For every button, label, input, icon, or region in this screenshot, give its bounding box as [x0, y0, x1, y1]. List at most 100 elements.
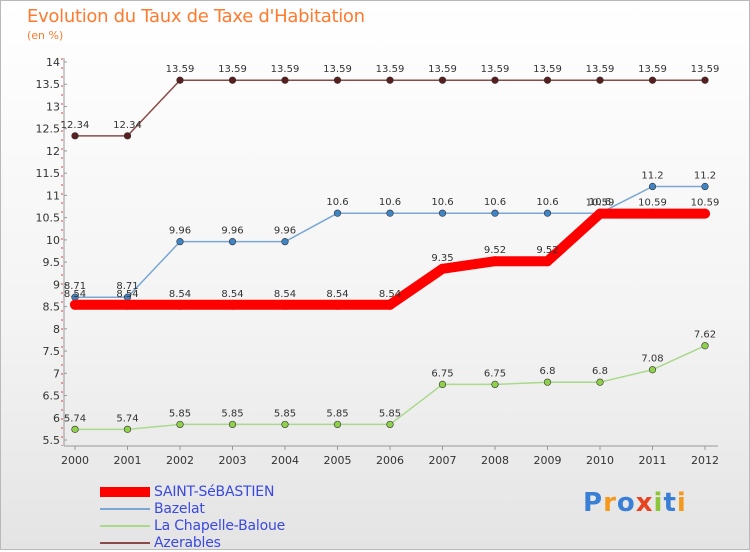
- data-point: [228, 420, 237, 429]
- data-point: [333, 209, 342, 217]
- data-label: 6.75: [484, 368, 506, 379]
- data-label: 9.96: [169, 226, 191, 237]
- data-point: [543, 378, 552, 386]
- data-point: [123, 425, 132, 433]
- y-tick-label: 12.5: [36, 123, 61, 136]
- data-label: 13.59: [638, 64, 667, 75]
- data-point: [491, 76, 499, 84]
- x-tick-label: 2011: [639, 454, 667, 467]
- data-label: 5.85: [169, 408, 191, 419]
- data-label: 8.54: [326, 289, 348, 300]
- data-point: [490, 256, 500, 267]
- data-label: 13.59: [271, 64, 300, 75]
- data-label: 8.71: [116, 281, 138, 292]
- legend-label: Azerables: [154, 535, 221, 551]
- data-point: [333, 76, 342, 84]
- chart-title: Evolution du Taux de Taxe d'Habitation: [27, 6, 365, 27]
- data-label: 8.71: [64, 281, 86, 292]
- data-point: [491, 380, 499, 389]
- data-point: [71, 132, 79, 140]
- y-tick-label: 13: [46, 100, 60, 113]
- series-line: [74, 79, 706, 137]
- data-label: 7.08: [641, 354, 663, 365]
- data-label: 12.34: [113, 120, 142, 131]
- data-point: [595, 208, 605, 219]
- data-point: [701, 76, 709, 84]
- data-point: [648, 366, 657, 374]
- data-point: [701, 182, 709, 191]
- data-label: 10.6: [484, 197, 506, 208]
- data-point: [281, 238, 289, 246]
- data-point: [648, 182, 657, 191]
- data-point: [386, 76, 394, 84]
- y-tick-label: 10.5: [36, 212, 61, 225]
- data-point: [438, 380, 447, 389]
- y-tick-label: 7: [53, 367, 60, 380]
- chart-subtitle: (en %): [27, 29, 64, 42]
- data-point: [491, 209, 499, 217]
- data-label: 5.74: [116, 413, 138, 424]
- data-point: [386, 209, 394, 217]
- y-tick-label: 7.5: [43, 345, 61, 358]
- data-label: 5.85: [274, 408, 296, 419]
- data-point: [175, 299, 185, 310]
- data-label: 10.6: [431, 197, 453, 208]
- data-point: [542, 256, 553, 267]
- x-tick-label: 2009: [534, 454, 562, 467]
- data-label: 13.59: [481, 64, 510, 75]
- data-point: [701, 342, 709, 350]
- y-tick-label: 8: [53, 323, 60, 336]
- x-tick-label: 2010: [586, 454, 614, 467]
- data-label: 13.59: [533, 64, 562, 75]
- data-label: 9.96: [274, 226, 296, 237]
- x-tick-label: 2005: [324, 454, 352, 467]
- data-label: 8.54: [169, 289, 191, 300]
- proxiti-logo: Proxiti: [583, 488, 687, 518]
- x-tick-label: 2004: [271, 454, 299, 467]
- y-tick-label: 9: [53, 278, 60, 291]
- data-point: [280, 299, 290, 310]
- x-tick-label: 2008: [481, 454, 509, 467]
- data-label: 10.59: [691, 198, 720, 209]
- data-label: 10.6: [326, 197, 348, 208]
- data-label: 10.6: [379, 197, 401, 208]
- data-point: [543, 76, 552, 84]
- data-point: [228, 76, 237, 84]
- data-point: [596, 76, 604, 84]
- x-tick-label: 2003: [219, 454, 247, 467]
- data-label: 8.54: [221, 289, 243, 300]
- legend-label: La Chapelle-Baloue: [154, 518, 286, 534]
- data-label: 13.59: [218, 64, 247, 75]
- y-tick-label: 12: [46, 145, 60, 158]
- data-point: [386, 420, 394, 429]
- data-point: [438, 209, 447, 217]
- x-tick-label: 2000: [61, 454, 89, 467]
- data-label: 12.34: [61, 120, 90, 131]
- data-point: [70, 299, 80, 310]
- y-tick-label: 11: [46, 189, 60, 202]
- data-label: 5.85: [221, 408, 243, 419]
- data-point: [228, 238, 237, 246]
- data-point: [122, 299, 133, 310]
- data-point: [227, 299, 238, 310]
- data-point: [385, 299, 395, 310]
- data-label: 9.35: [431, 253, 453, 264]
- y-tick-label: 5.5: [43, 434, 61, 447]
- data-label: 9.96: [221, 226, 243, 237]
- data-point: [123, 132, 132, 140]
- data-label: 11.2: [641, 171, 663, 182]
- legend-swatch: [100, 525, 150, 527]
- data-label: 10.6: [536, 197, 558, 208]
- x-tick-label: 2001: [114, 454, 142, 467]
- data-label: 5.85: [326, 408, 348, 419]
- data-point: [648, 76, 657, 84]
- data-label: 13.59: [428, 64, 457, 75]
- data-point: [333, 420, 342, 429]
- data-label: 8.54: [116, 289, 138, 300]
- data-label: 6.75: [431, 368, 453, 379]
- y-tick-label: 11.5: [36, 167, 61, 180]
- data-point: [176, 238, 184, 246]
- data-label: 6.8: [540, 366, 556, 377]
- y-tick-label: 6.5: [43, 390, 61, 403]
